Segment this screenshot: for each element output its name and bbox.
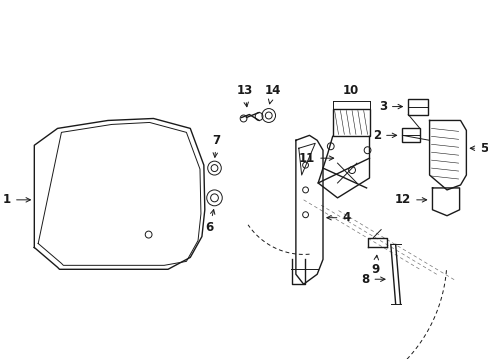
Text: 1: 1 [3,193,30,206]
Text: 8: 8 [361,273,384,286]
Text: 10: 10 [342,84,359,97]
Text: 9: 9 [370,255,379,276]
Text: 14: 14 [264,84,280,104]
Bar [402,129,419,142]
Text: 5: 5 [469,142,487,155]
Text: 3: 3 [378,100,402,113]
Bar [407,99,427,114]
Text: 7: 7 [212,134,220,157]
Text: 4: 4 [326,211,350,224]
Text: 11: 11 [298,152,333,165]
Text: 13: 13 [236,84,252,107]
Bar [332,109,369,136]
Text: 6: 6 [205,210,214,234]
Text: 12: 12 [394,193,426,206]
Text: 2: 2 [372,129,396,142]
